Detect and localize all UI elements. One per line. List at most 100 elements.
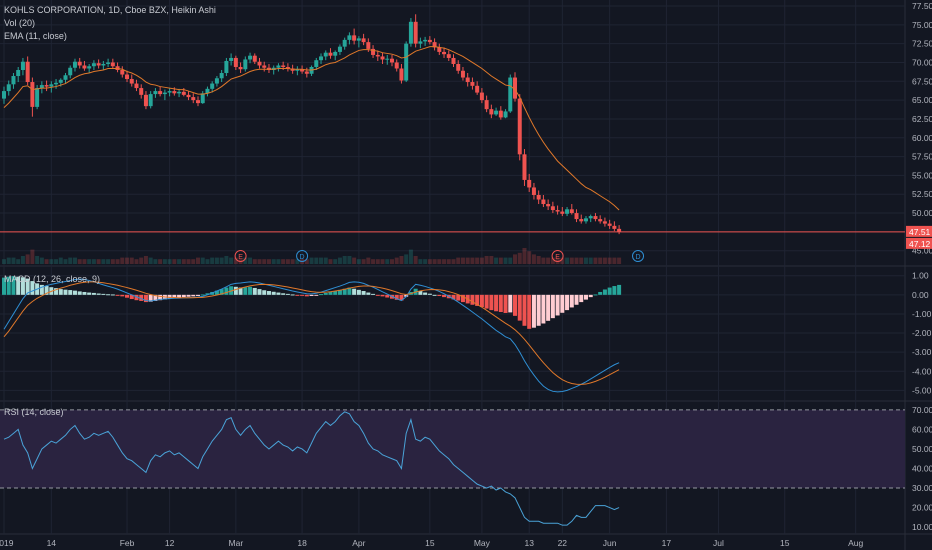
- volume-bar: [158, 259, 163, 264]
- volume-bar: [361, 259, 366, 264]
- volume-bar: [394, 257, 399, 264]
- macd-line: [3, 278, 620, 393]
- macd-tick-label: -5.00: [912, 385, 932, 395]
- candle-body: [205, 88, 210, 94]
- candle-body: [404, 43, 409, 81]
- candle-body: [143, 94, 148, 107]
- date-tick-label: Jun: [603, 538, 617, 548]
- candle-body: [565, 209, 570, 214]
- candle-body: [408, 21, 413, 44]
- candle-body: [465, 77, 470, 83]
- candle-body: [442, 51, 447, 55]
- macd-histogram-bar: [489, 294, 494, 311]
- candle-body: [494, 110, 499, 115]
- volume-bar: [517, 252, 522, 264]
- date-tick-label: 18: [297, 538, 307, 548]
- volume-bar: [579, 257, 584, 264]
- macd-histogram-bar: [442, 294, 447, 298]
- candle-body: [588, 216, 593, 219]
- volume-bar: [442, 259, 447, 264]
- candle-body: [229, 57, 234, 61]
- volume-bar: [385, 259, 390, 264]
- macd-histogram-bar: [304, 294, 309, 297]
- ema-line: [3, 46, 620, 211]
- volume-bar: [101, 259, 106, 264]
- volume-bar: [290, 259, 295, 264]
- candle-body: [413, 21, 418, 44]
- macd-histogram-bar: [148, 294, 153, 302]
- candle-body: [243, 59, 248, 70]
- candle-body: [484, 100, 489, 110]
- candle-body: [300, 69, 305, 72]
- volume-bar: [191, 259, 196, 264]
- volume-bar: [593, 257, 598, 264]
- macd-histogram-bar: [342, 288, 347, 295]
- candle-body: [87, 66, 92, 69]
- ema-legend[interactable]: EMA (11, close): [4, 31, 67, 41]
- candle-body: [456, 63, 461, 71]
- date-tick-label: Jul: [713, 538, 724, 548]
- volume-bar: [371, 259, 376, 264]
- volume-legend[interactable]: Vol (20): [4, 18, 36, 28]
- volume-bar: [531, 254, 536, 264]
- volume-bar: [546, 257, 551, 264]
- macd-legend[interactable]: MACD (12, 26, close, 9): [4, 274, 101, 284]
- event-marker-circle: [234, 250, 247, 262]
- volume-bar: [210, 257, 215, 264]
- volume-bar: [16, 259, 21, 264]
- macd-histogram-bar: [423, 292, 428, 295]
- volume-bar: [522, 248, 527, 264]
- macd-histogram-bar: [110, 294, 115, 296]
- volume-bar: [214, 257, 219, 264]
- macd-histogram-bar: [479, 294, 484, 308]
- candle-body: [560, 211, 565, 214]
- macd-histogram-bar: [134, 294, 139, 301]
- volume-bar: [451, 259, 456, 264]
- candle-body: [191, 97, 196, 101]
- candle-body: [517, 98, 522, 155]
- volume-bar: [456, 257, 461, 264]
- volume-bar: [389, 259, 394, 264]
- volume-bar: [319, 257, 324, 264]
- volume-bar: [465, 257, 470, 264]
- price-tick-label: 62.50: [912, 114, 932, 124]
- candle-body: [58, 79, 63, 83]
- volume-bar: [143, 256, 148, 264]
- macd-histogram-bar: [328, 291, 333, 295]
- volume-bar: [205, 259, 210, 264]
- symbol-legend[interactable]: KOHLS CORPORATION, 1D, Cboe BZX, Heikin …: [4, 5, 216, 15]
- rsi-legend[interactable]: RSI (14, close): [4, 407, 64, 417]
- candle-body: [35, 88, 40, 107]
- candle-body: [427, 39, 432, 43]
- date-tick-label: 17: [662, 538, 672, 548]
- volume-bar: [536, 256, 541, 264]
- macd-histogram-bar: [300, 294, 305, 296]
- price-tick-label: 65.00: [912, 95, 932, 105]
- candle-body: [371, 48, 376, 55]
- macd-tick-label: -4.00: [912, 366, 932, 376]
- event-marker-circle: [551, 250, 564, 262]
- macd-histogram-bar: [475, 294, 480, 306]
- volume-bar: [328, 259, 333, 264]
- candle-body: [432, 42, 437, 48]
- macd-histogram-bar: [574, 294, 579, 305]
- volume-bar: [252, 259, 257, 264]
- macd-histogram-bar: [238, 287, 243, 295]
- volume-bar: [612, 257, 617, 264]
- macd-histogram-bar: [593, 294, 598, 296]
- candle-body: [314, 60, 319, 67]
- volume-bar: [565, 257, 570, 264]
- candle-body: [479, 92, 484, 101]
- volume-bar: [11, 257, 16, 264]
- volume-bar: [337, 257, 342, 264]
- candle-body: [522, 154, 527, 180]
- macd-histogram-bar: [588, 294, 593, 298]
- volume-bar: [120, 257, 125, 264]
- volume-bar: [602, 257, 607, 264]
- volume-bar: [139, 257, 144, 264]
- candle-body: [498, 110, 503, 118]
- candle-body: [489, 109, 494, 115]
- candle-body: [6, 84, 11, 92]
- macd-histogram-bar: [200, 294, 205, 296]
